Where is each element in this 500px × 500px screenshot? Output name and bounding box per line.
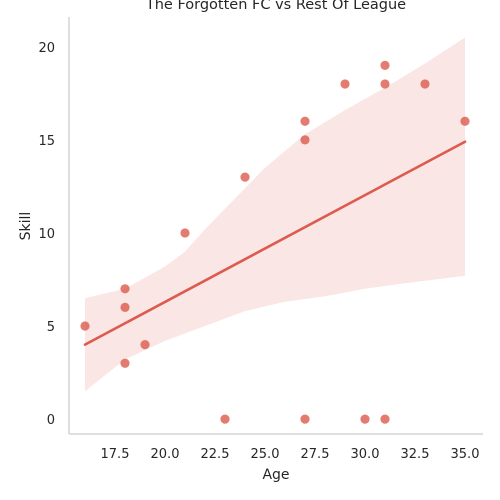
y-tick-label: 0 (47, 413, 55, 428)
plot-area (80, 37, 470, 424)
data-point (360, 414, 370, 424)
data-point (140, 340, 150, 350)
y-tick-label: 15 (38, 134, 55, 149)
x-tick-label: 35.0 (451, 447, 480, 462)
data-point (300, 116, 310, 126)
data-point (380, 79, 390, 89)
data-point (300, 414, 310, 424)
data-point (80, 321, 90, 331)
y-tick-label: 20 (38, 41, 55, 56)
data-point (420, 79, 430, 89)
data-point (120, 284, 130, 294)
data-point (120, 358, 130, 368)
x-tick-label: 20.0 (151, 447, 180, 462)
y-axis-title: Skill (18, 212, 34, 241)
x-tick-label: 27.5 (301, 447, 330, 462)
x-axis-ticks: 17.5 20.0 22.5 25.0 27.5 30.0 32.5 35.0 (101, 447, 480, 462)
data-point (240, 172, 250, 182)
x-tick-label: 30.0 (351, 447, 380, 462)
x-tick-label: 17.5 (101, 447, 130, 462)
data-point (300, 135, 310, 145)
y-axis-ticks: 0 5 10 15 20 (38, 41, 55, 428)
data-point (180, 228, 190, 238)
regression-line (83, 140, 467, 346)
x-tick-label: 25.0 (251, 447, 280, 462)
x-axis-title: Age (262, 467, 289, 483)
x-tick-label: 22.5 (201, 447, 230, 462)
data-point (460, 116, 470, 126)
data-point (220, 414, 230, 424)
data-point (380, 60, 390, 71)
data-point (380, 414, 390, 424)
y-tick-label: 10 (38, 227, 55, 242)
data-point (340, 79, 350, 89)
confidence-band (85, 37, 465, 392)
x-tick-label: 32.5 (401, 447, 430, 462)
chart-title: The Forgotten FC vs Rest Of League (145, 0, 406, 13)
data-point (120, 302, 130, 313)
y-tick-label: 5 (47, 320, 55, 335)
